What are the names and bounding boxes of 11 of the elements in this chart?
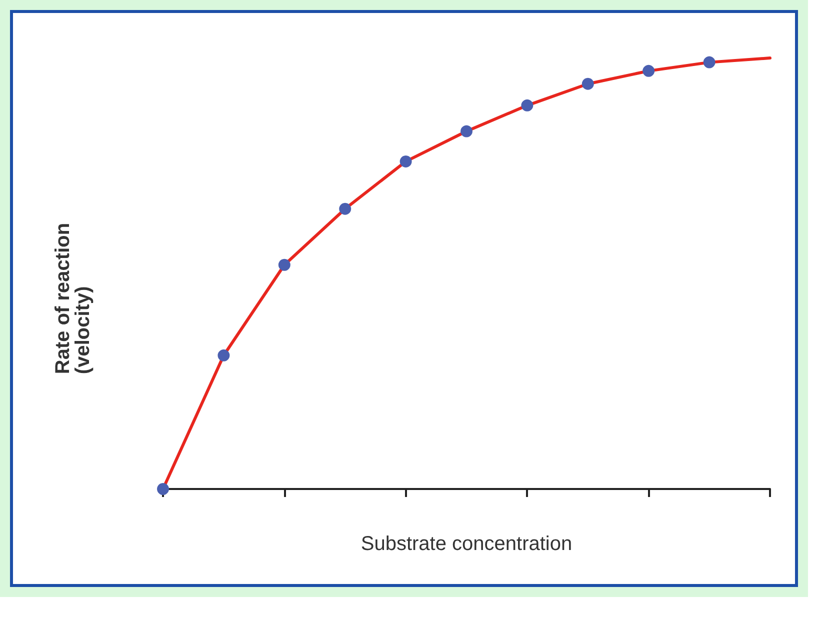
point [400, 155, 412, 168]
point [703, 56, 716, 68]
point [582, 78, 594, 90]
point [521, 99, 534, 112]
point [278, 258, 290, 271]
point [460, 125, 472, 138]
y-axis-title: Rate of reaction (velocity) [52, 222, 94, 374]
point [218, 349, 230, 362]
point [339, 202, 352, 215]
point [642, 64, 655, 77]
x-axis-title: Substrate concentration [360, 533, 572, 555]
